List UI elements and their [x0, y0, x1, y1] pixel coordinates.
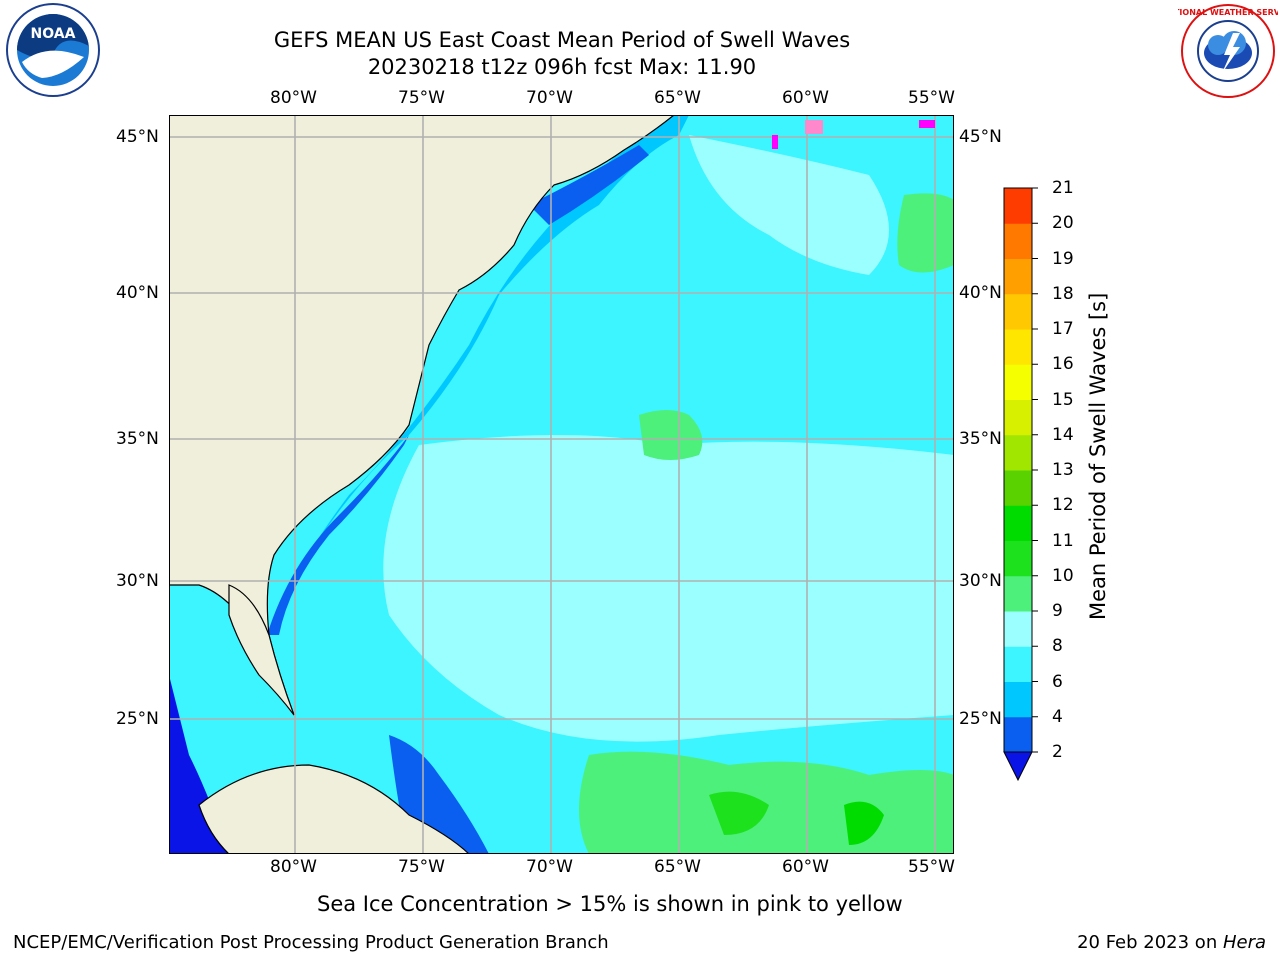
swell-9-10-region-ne [897, 193, 954, 273]
lon-label-top: 70°W [526, 88, 573, 108]
swell-2-4-gulf-maine [529, 145, 649, 225]
lon-label-bottom: 65°W [654, 857, 701, 877]
sea-ice-note: Sea Ice Concentration > 15% is shown in … [317, 892, 903, 916]
swell-2-4-coastal-band [267, 435, 409, 635]
florida-peninsula [228, 584, 295, 716]
swell-9-10-region-mid [639, 410, 703, 460]
footer-date-text: 20 Feb 2023 on [1077, 932, 1223, 953]
colorbar-bin [1004, 681, 1032, 718]
swell-period-map [168, 114, 955, 855]
lon-label-bottom: 75°W [398, 857, 445, 877]
colorbar-bin [1004, 364, 1032, 400]
colorbar-bin [1004, 188, 1032, 224]
nws-logo: NATIONAL WEATHER SERVICE [1162, 3, 1280, 99]
colorbar-bin [1004, 399, 1032, 436]
swell-8-9-region [383, 435, 954, 742]
footer-host: Hera [1222, 932, 1266, 953]
colorbar-tick-label: 21 [1052, 178, 1074, 198]
colorbar-tick-label: 6 [1052, 671, 1063, 692]
lon-label-top: 55°W [908, 88, 955, 108]
lat-label-left: 30°N [116, 571, 159, 591]
chart-title: GEFS MEAN US East Coast Mean Period of S… [273, 28, 851, 52]
sea-ice-patch [919, 120, 935, 128]
colorbar-bin [1004, 505, 1032, 541]
lat-label-left: 35°N [116, 429, 159, 449]
colorbar-tick-label: 9 [1052, 601, 1063, 621]
lon-label-top: 65°W [654, 88, 701, 108]
colorbar-tick-label: 12 [1052, 495, 1074, 516]
colorbar-bin [1004, 716, 1032, 753]
lon-label-bottom: 70°W [526, 857, 573, 877]
colorbar-bin [1004, 646, 1032, 682]
nws-logo-text: NATIONAL WEATHER SERVICE [1178, 8, 1278, 17]
lon-label-bottom: 60°W [782, 857, 829, 877]
lon-label-top: 80°W [270, 88, 317, 108]
colorbar-svg [1003, 187, 1038, 782]
colorbar-extend-arrow [1003, 751, 1033, 782]
colorbar-tick-label: 17 [1052, 319, 1074, 339]
colorbar-tick-label: 8 [1052, 636, 1063, 657]
lat-label-right: 30°N [959, 571, 1002, 591]
colorbar-bin [1004, 470, 1032, 506]
swell-11-12-patch [844, 801, 884, 845]
colorbar-tick-label: 20 [1052, 213, 1074, 234]
colorbar-tick-label: 13 [1052, 460, 1074, 480]
footer-date: 20 Feb 2023 on Hera [1077, 932, 1266, 954]
lon-label-bottom: 80°W [270, 857, 317, 877]
map-canvas [168, 114, 955, 855]
lat-label-left: 40°N [116, 283, 159, 303]
lat-label-right: 40°N [959, 283, 1002, 303]
lat-label-left: 25°N [116, 709, 159, 729]
colorbar-bin [1004, 434, 1032, 471]
sea-ice-patch [805, 120, 823, 134]
colorbar [1000, 186, 1040, 786]
colorbar-tick-label: 10 [1052, 565, 1074, 586]
lon-label-bottom: 55°W [908, 857, 955, 877]
colorbar-bin [1004, 611, 1032, 647]
noaa-logo-text: NOAA [31, 26, 76, 42]
colorbar-tick-label: 2 [1052, 742, 1063, 762]
colorbar-bin [1004, 258, 1032, 295]
lon-label-top: 60°W [782, 88, 829, 108]
cuba-land [198, 764, 471, 855]
colorbar-bin [1004, 540, 1032, 577]
lon-label-top: 75°W [398, 88, 445, 108]
graticule [169, 115, 954, 854]
swell-10-11-patch [709, 791, 769, 835]
swell-8-9-region-north [689, 135, 889, 275]
colorbar-tick-label: 4 [1052, 706, 1063, 727]
swell-below-2-gulf [169, 675, 229, 854]
colorbar-tick-label: 14 [1052, 424, 1074, 445]
footer-credit: NCEP/EMC/Verification Post Processing Pr… [13, 932, 609, 953]
colorbar-title: Mean Period of Swell Waves [s] [1086, 292, 1110, 620]
chart-subtitle: 20230218 t12z 096h fcst Max: 11.90 [367, 55, 757, 79]
colorbar-tick-label: 11 [1052, 530, 1074, 551]
colorbar-bin [1004, 293, 1032, 330]
colorbar-bin [1004, 223, 1032, 259]
colorbar-bin [1004, 329, 1032, 365]
lat-label-left: 45°N [116, 127, 159, 147]
colorbar-tick-label: 19 [1052, 248, 1074, 269]
lat-label-right: 45°N [959, 127, 1002, 147]
colorbar-tick-label: 18 [1052, 283, 1074, 304]
colorbar-tick-label: 15 [1052, 389, 1074, 410]
lat-label-right: 35°N [959, 429, 1002, 449]
noaa-logo: NOAA [2, 2, 104, 98]
sea-ice-patch [772, 135, 778, 149]
lat-label-right: 25°N [959, 709, 1002, 729]
colorbar-tick-label: 16 [1052, 354, 1074, 375]
colorbar-bin [1004, 575, 1032, 612]
